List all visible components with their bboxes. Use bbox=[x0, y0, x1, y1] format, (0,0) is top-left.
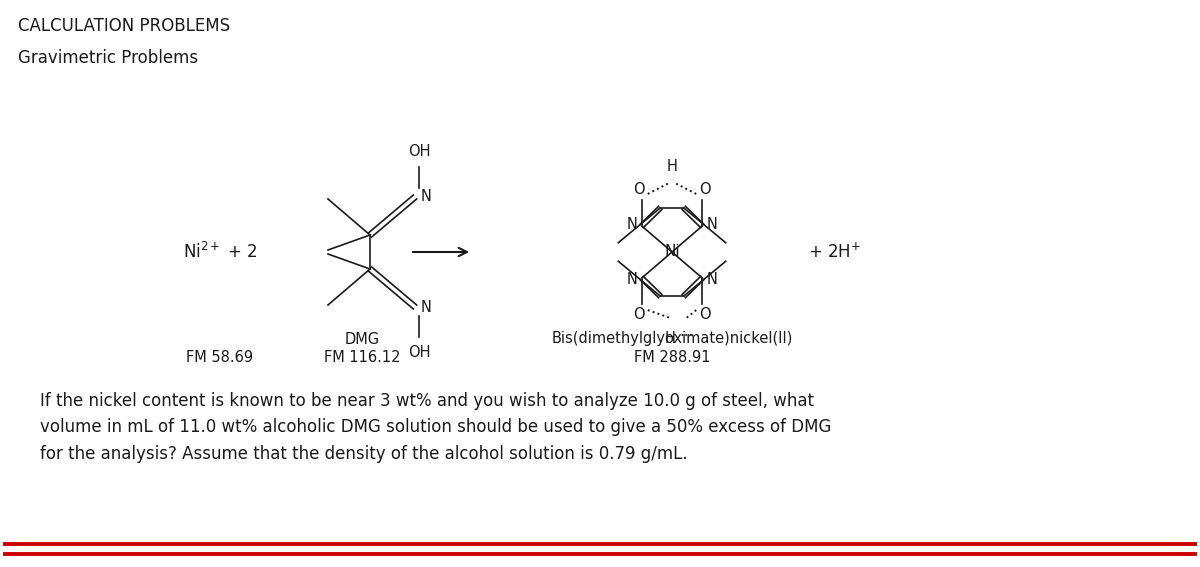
Text: CALCULATION PROBLEMS: CALCULATION PROBLEMS bbox=[18, 17, 230, 35]
Text: O: O bbox=[700, 183, 712, 197]
Text: OH: OH bbox=[408, 144, 431, 159]
Text: Ni$^{2+}$ + 2: Ni$^{2+}$ + 2 bbox=[182, 242, 258, 262]
Text: O: O bbox=[700, 307, 712, 321]
Text: N: N bbox=[420, 300, 431, 315]
Text: volume in mL of 11.0 wt% alcoholic DMG solution should be used to give a 50% exc: volume in mL of 11.0 wt% alcoholic DMG s… bbox=[40, 418, 832, 437]
Text: O: O bbox=[632, 183, 644, 197]
Text: H: H bbox=[666, 159, 678, 174]
Text: Ni: Ni bbox=[664, 244, 680, 260]
Text: FM 58.69: FM 58.69 bbox=[186, 349, 253, 365]
Text: FM 288.91: FM 288.91 bbox=[634, 349, 710, 365]
Text: OH: OH bbox=[408, 345, 431, 360]
Text: for the analysis? Assume that the density of the alcohol solution is 0.79 g/mL.: for the analysis? Assume that the densit… bbox=[40, 445, 688, 463]
Text: O: O bbox=[632, 307, 644, 321]
Text: Bis(dimethylglyoximate)nickel(II): Bis(dimethylglyoximate)nickel(II) bbox=[551, 332, 793, 346]
Text: H: H bbox=[664, 331, 674, 346]
Text: + 2H$^{+}$: + 2H$^{+}$ bbox=[808, 242, 860, 261]
Text: If the nickel content is known to be near 3 wt% and you wish to analyze 10.0 g o: If the nickel content is known to be nea… bbox=[40, 392, 814, 410]
Text: DMG: DMG bbox=[344, 332, 379, 346]
Text: N: N bbox=[626, 218, 637, 232]
Text: N: N bbox=[707, 218, 718, 232]
Text: N: N bbox=[420, 189, 431, 204]
Text: Gravimetric Problems: Gravimetric Problems bbox=[18, 49, 198, 67]
Text: ···: ··· bbox=[679, 329, 694, 344]
Text: FM 116.12: FM 116.12 bbox=[324, 349, 401, 365]
Text: N: N bbox=[626, 272, 637, 286]
Text: N: N bbox=[707, 272, 718, 286]
